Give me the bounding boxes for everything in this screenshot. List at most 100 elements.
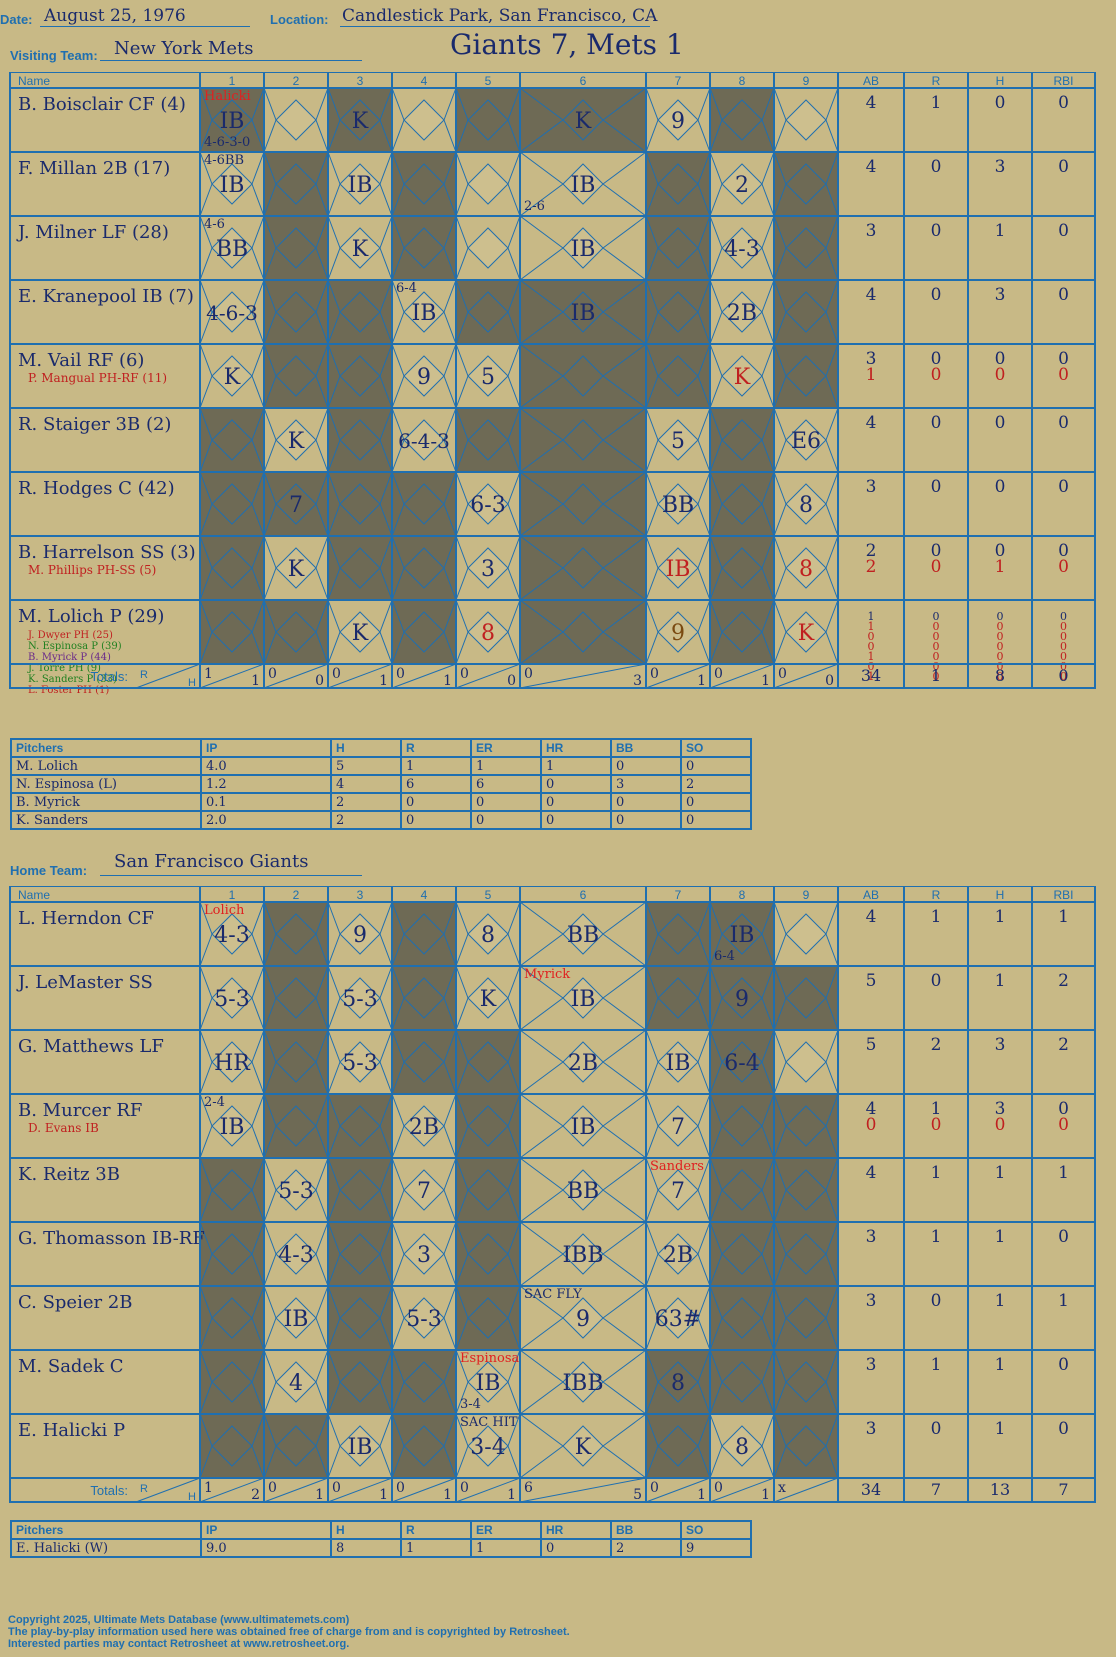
play-result: 2B [409, 1115, 439, 1140]
pitcher-cell: 0 [400, 810, 472, 830]
cell-grid-line [327, 1413, 393, 1479]
pitcher-cell: 2 [330, 792, 402, 812]
pitchers-header: BB [610, 1520, 682, 1540]
player-stat: 1 [995, 1419, 1006, 1439]
base-diamond [275, 611, 317, 653]
base-diamond [562, 99, 604, 141]
cell-grid-line [263, 407, 329, 473]
base-diamond [785, 1169, 827, 1211]
pitcher-cell: 1.2 [200, 774, 332, 794]
cell-grid-line [455, 535, 521, 601]
player-stat: 3 [995, 285, 1006, 305]
play-result: IB [412, 301, 437, 326]
play-result: 3-4 [470, 1435, 505, 1460]
cell-grid-line [263, 1413, 329, 1479]
play-result: IB [571, 301, 596, 326]
base-diamond [403, 1361, 445, 1403]
inning-runs: 1 [204, 1480, 213, 1496]
pitcher-cell: 6 [470, 774, 542, 794]
play-result: K [575, 1435, 592, 1460]
player-stat: 1 [868, 620, 875, 633]
date-label: Date: [0, 12, 33, 27]
player-stat: 0 [1058, 541, 1069, 561]
player-name: M. Sadek C [18, 1356, 124, 1377]
inning-runs: 0 [332, 666, 341, 682]
base-diamond [211, 291, 253, 333]
cell-grid-line [327, 279, 393, 345]
cell-grid-line [773, 1413, 839, 1479]
cell-grid-line [455, 87, 521, 153]
player-stat: 5 [866, 1035, 877, 1055]
base-diamond [339, 419, 381, 461]
base-diamond [721, 547, 763, 589]
base-diamond [275, 1169, 317, 1211]
play-result: 2B [663, 1243, 693, 1268]
inning-runs: 0 [332, 1480, 341, 1496]
totals-r-label: R [140, 1483, 148, 1495]
player-name: B. Harrelson SS (3) [18, 542, 196, 563]
cell-grid-line [263, 151, 329, 217]
pitcher-cell: 0 [470, 792, 542, 812]
player-stat: 0 [931, 413, 942, 433]
base-diamond [467, 355, 509, 397]
base-diamond [657, 163, 699, 205]
play-result: 9 [353, 923, 367, 948]
pitchers-header: ER [470, 738, 542, 758]
pitcher-cell: 5 [330, 756, 402, 776]
player-stat: 1 [995, 221, 1006, 241]
cell-grid-line [391, 965, 457, 1031]
totals-h-label: H [188, 677, 196, 689]
player-stat: 1 [866, 365, 877, 385]
inning-runs: 0 [650, 1480, 659, 1496]
totals-slash [135, 663, 201, 689]
player-stat: 0 [933, 660, 940, 673]
cell-grid-line [709, 151, 775, 217]
play-result: BB [216, 237, 248, 262]
player-stat: 1 [1058, 907, 1069, 927]
base-diamond [721, 419, 763, 461]
base-diamond [721, 355, 763, 397]
cell-grid-line [709, 407, 775, 473]
play-result: 4-3 [214, 923, 249, 948]
cell-grid-line [263, 965, 329, 1031]
pitcher-cell: 0 [680, 792, 752, 812]
player-name: R. Hodges C (42) [18, 478, 175, 499]
inning-hits: 5 [633, 1487, 642, 1503]
pitchers-header: SO [680, 738, 752, 758]
play-result: 5-3 [342, 1051, 377, 1076]
pitcher-cell: K. Sanders [10, 810, 202, 830]
base-diamond [785, 227, 827, 269]
player-stat: 0 [1060, 660, 1067, 673]
pitcher-row: M. Lolich 4.0 5 1 1 1 0 0 [10, 756, 752, 776]
player-stat: 3 [866, 477, 877, 497]
cell-grid-line [773, 1349, 839, 1415]
play-result: 6-4-3 [398, 429, 450, 453]
cell-grid-line [263, 215, 329, 281]
play-result: IB [220, 1115, 245, 1140]
column-header-inning: 8 [739, 74, 746, 88]
player-stat: 0 [1060, 640, 1067, 653]
base-diamond [657, 227, 699, 269]
base-diamond [339, 99, 381, 141]
cell-grid-line [199, 965, 265, 1031]
cell-grid-line [519, 87, 647, 153]
cell-grid-line [709, 1285, 775, 1351]
cell-grid-line [199, 215, 265, 281]
player-name: M. Vail RF (6) [18, 350, 144, 371]
pitcher-cell: 0 [610, 810, 682, 830]
inning-hits: 1 [251, 673, 260, 689]
base-diamond [403, 163, 445, 205]
play-result: 3 [481, 557, 495, 582]
play-note: 2-6 [524, 199, 545, 214]
column-header-stat: H [996, 74, 1005, 88]
base-diamond [467, 99, 509, 141]
play-result: 2B [727, 301, 757, 326]
cell-grid-line [199, 1157, 265, 1223]
player-name: L. Herndon CF [18, 908, 154, 929]
cell-grid-line [199, 151, 265, 217]
cell-grid-line [773, 215, 839, 281]
player-name: M. Lolich P (29) [18, 606, 164, 627]
totals-slash [135, 1477, 201, 1503]
totals-slash [263, 1477, 329, 1503]
